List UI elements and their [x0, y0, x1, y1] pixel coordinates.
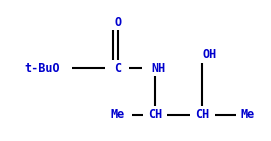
Text: NH: NH	[151, 61, 165, 74]
Text: C: C	[114, 61, 122, 74]
Text: Me: Me	[111, 109, 125, 122]
Text: t-BuO: t-BuO	[24, 61, 60, 74]
Text: OH: OH	[203, 49, 217, 61]
Text: CH: CH	[148, 109, 162, 122]
Text: O: O	[114, 16, 122, 28]
Text: Me: Me	[241, 109, 255, 122]
Text: CH: CH	[195, 109, 209, 122]
